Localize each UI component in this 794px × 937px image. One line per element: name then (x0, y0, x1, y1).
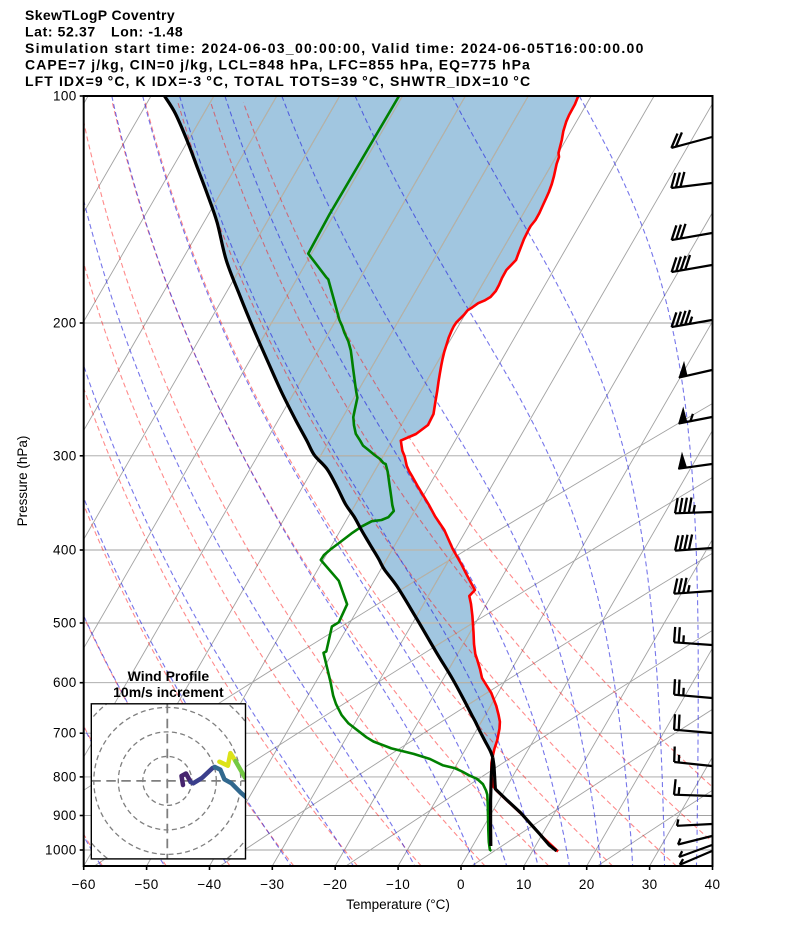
svg-text:10m/s increment: 10m/s increment (113, 684, 224, 700)
svg-text:−50: −50 (135, 877, 159, 892)
svg-text:−30: −30 (260, 877, 284, 892)
svg-text:Temperature (°C): Temperature (°C) (346, 897, 450, 912)
svg-text:Wind Profile: Wind Profile (128, 668, 210, 684)
svg-text:−20: −20 (323, 877, 347, 892)
svg-text:1000: 1000 (45, 843, 77, 858)
svg-text:20: 20 (579, 877, 595, 892)
svg-text:300: 300 (53, 448, 77, 463)
svg-text:400: 400 (53, 542, 77, 557)
svg-text:800: 800 (53, 769, 77, 784)
svg-text:−60: −60 (72, 877, 96, 892)
svg-text:600: 600 (53, 675, 77, 690)
svg-text:700: 700 (53, 726, 77, 741)
svg-text:CAPE=7 j/kg, CIN=0 j/kg, LCL=8: CAPE=7 j/kg, CIN=0 j/kg, LCL=848 hPa, LF… (25, 57, 531, 73)
svg-text:Lat: 52.37 Lon: -1.48: Lat: 52.37 Lon: -1.48 (25, 24, 183, 40)
svg-text:Simulation start time: 2024-06: Simulation start time: 2024-06-03_00:00:… (25, 40, 645, 56)
svg-text:500: 500 (53, 616, 77, 631)
svg-text:40: 40 (705, 877, 721, 892)
svg-text:30: 30 (642, 877, 658, 892)
svg-text:0: 0 (457, 877, 465, 892)
svg-text:Pressure (hPa): Pressure (hPa) (15, 436, 30, 527)
svg-text:10: 10 (516, 877, 532, 892)
svg-text:SkewTLogP Coventry: SkewTLogP Coventry (25, 7, 175, 23)
svg-text:900: 900 (53, 808, 77, 823)
svg-text:200: 200 (53, 315, 77, 330)
svg-text:−40: −40 (197, 877, 221, 892)
svg-text:−10: −10 (386, 877, 410, 892)
svg-text:LFT IDX=9 °C, K IDX=-3 °C, TOT: LFT IDX=9 °C, K IDX=-3 °C, TOTAL TOTS=39… (25, 73, 531, 89)
svg-text:100: 100 (53, 89, 77, 104)
